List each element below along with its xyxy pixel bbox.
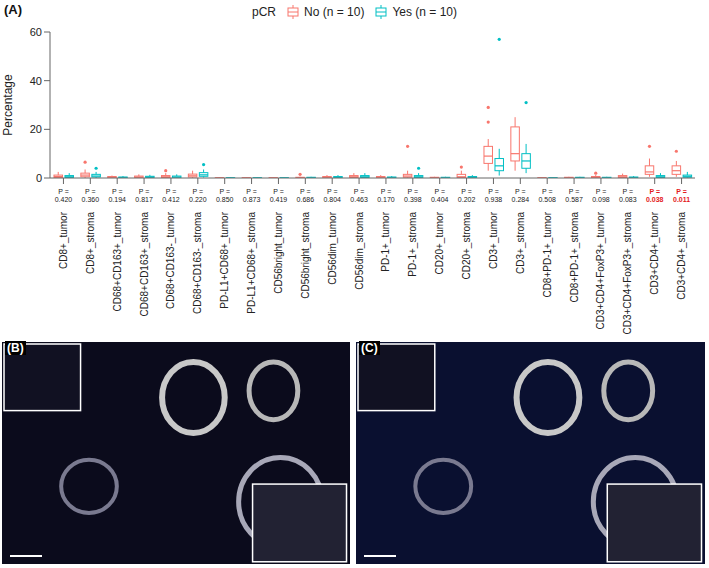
svg-text:P =: P =	[569, 188, 580, 195]
svg-text:P =: P =	[327, 188, 338, 195]
html-text:Yes (n = 10): Yes (n = 10)	[392, 5, 457, 19]
svg-text:CD3+CD4+FoxP3+_stroma: CD3+CD4+FoxP3+_stroma	[622, 212, 633, 335]
svg-text:P =: P =	[461, 188, 472, 195]
svg-text:Percentage: Percentage	[1, 74, 15, 136]
svg-text:0.202: 0.202	[458, 196, 476, 203]
svg-text:P =: P =	[139, 188, 150, 195]
html-text:(A): (A)	[4, 2, 22, 17]
svg-text:P =: P =	[354, 188, 365, 195]
svg-text:P =: P =	[596, 188, 607, 195]
svg-text:0.850: 0.850	[216, 196, 234, 203]
svg-text:CD3+CD4+FoxP3+_tumor: CD3+CD4+FoxP3+_tumor	[595, 211, 606, 329]
svg-text:P =: P =	[649, 188, 660, 195]
svg-text:0.508: 0.508	[538, 196, 556, 203]
svg-text:0.220: 0.220	[189, 196, 207, 203]
svg-text:0.412: 0.412	[162, 196, 180, 203]
svg-text:P =: P =	[112, 188, 123, 195]
svg-text:P =: P =	[408, 188, 419, 195]
svg-text:CD8+_stroma: CD8+_stroma	[85, 212, 96, 274]
svg-text:0.419: 0.419	[270, 196, 288, 203]
svg-text:P =: P =	[219, 188, 230, 195]
svg-text:0.404: 0.404	[431, 196, 449, 203]
svg-text:PD-L1+CD68+_tumor: PD-L1+CD68+_tumor	[219, 211, 230, 308]
svg-text:CD8+_tumor: CD8+_tumor	[58, 211, 69, 269]
svg-text:0.360: 0.360	[82, 196, 100, 203]
svg-text:60: 60	[30, 26, 42, 38]
svg-text:CD68+CD163-_stroma: CD68+CD163-_stroma	[192, 212, 203, 314]
svg-text:CD3+_stroma: CD3+_stroma	[515, 212, 526, 274]
svg-text:P =: P =	[273, 188, 284, 195]
svg-text:PD-L1+CD68+_stroma: PD-L1+CD68+_stroma	[246, 212, 257, 314]
svg-text:0.817: 0.817	[135, 196, 153, 203]
svg-text:P =: P =	[488, 188, 499, 195]
html-text:No (n = 10): No (n = 10)	[304, 5, 365, 19]
svg-text:P =: P =	[434, 188, 445, 195]
svg-text:CD3+CD4+_tumor: CD3+CD4+_tumor	[649, 211, 660, 294]
svg-text:CD56bright_tumor: CD56bright_tumor	[273, 211, 284, 293]
html-text:pCR: pCR	[252, 5, 276, 19]
svg-text:0.938: 0.938	[485, 196, 503, 203]
svg-text:0.098: 0.098	[592, 196, 610, 203]
svg-text:0.420: 0.420	[55, 196, 73, 203]
svg-text:PD-1+_tumor: PD-1+_tumor	[380, 211, 391, 271]
svg-text:CD8+PD-1+_stroma: CD8+PD-1+_stroma	[569, 212, 580, 303]
svg-text:PD-1+_stroma: PD-1+_stroma	[407, 212, 418, 277]
svg-text:P =: P =	[300, 188, 311, 195]
svg-text:40: 40	[30, 75, 42, 87]
svg-text:CD56dim_stroma: CD56dim_stroma	[354, 212, 365, 290]
svg-text:CD8+PD-1+_tumor: CD8+PD-1+_tumor	[542, 211, 553, 297]
svg-text:CD56dim_tumor: CD56dim_tumor	[327, 211, 338, 284]
svg-text:CD20+_stroma: CD20+_stroma	[461, 212, 472, 280]
svg-text:0.284: 0.284	[512, 196, 530, 203]
svg-text:CD3+CD4+_stroma: CD3+CD4+_stroma	[676, 212, 687, 300]
svg-text:0.398: 0.398	[404, 196, 422, 203]
svg-text:CD3+_tumor: CD3+_tumor	[488, 211, 499, 269]
svg-text:P =: P =	[58, 188, 69, 195]
svg-text:0.686: 0.686	[297, 196, 315, 203]
svg-text:20: 20	[30, 123, 42, 135]
svg-text:0.083: 0.083	[619, 196, 637, 203]
svg-text:P =: P =	[166, 188, 177, 195]
svg-text:CD68+CD163+_tumor: CD68+CD163+_tumor	[112, 211, 123, 311]
svg-text:CD68+CD163+_stroma: CD68+CD163+_stroma	[139, 212, 150, 317]
svg-text:P =: P =	[542, 188, 553, 195]
svg-text:0.038: 0.038	[646, 196, 664, 203]
svg-text:0.463: 0.463	[350, 196, 368, 203]
svg-text:P =: P =	[676, 188, 687, 195]
svg-text:P =: P =	[515, 188, 526, 195]
svg-text:0.804: 0.804	[323, 196, 341, 203]
svg-text:P =: P =	[623, 188, 634, 195]
svg-text:P =: P =	[246, 188, 257, 195]
svg-text:0.194: 0.194	[108, 196, 126, 203]
svg-text:0: 0	[36, 172, 42, 184]
html-text:(C): (C)	[361, 341, 378, 355]
svg-text:0.011: 0.011	[673, 196, 690, 203]
svg-text:0.587: 0.587	[565, 196, 583, 203]
html-text:(B): (B)	[7, 341, 24, 355]
svg-text:0.170: 0.170	[377, 196, 395, 203]
svg-text:0.873: 0.873	[243, 196, 261, 203]
svg-text:P =: P =	[85, 188, 96, 195]
svg-text:P =: P =	[381, 188, 392, 195]
svg-text:CD20+_tumor: CD20+_tumor	[434, 211, 445, 274]
svg-text:CD56bright_stroma: CD56bright_stroma	[300, 212, 311, 299]
svg-text:CD68+CD163-_tumor: CD68+CD163-_tumor	[165, 211, 176, 309]
svg-text:P =: P =	[193, 188, 204, 195]
